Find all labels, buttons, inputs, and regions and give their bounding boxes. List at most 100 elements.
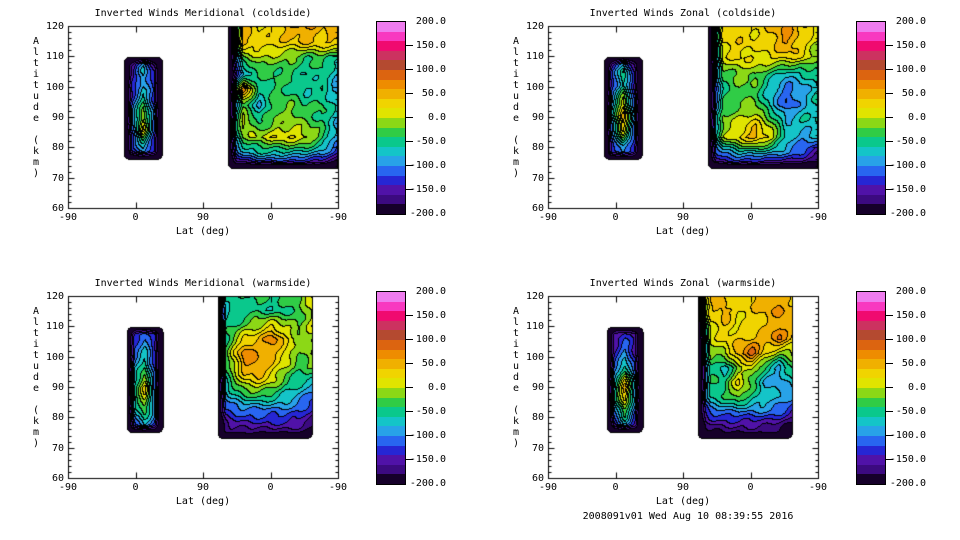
y-axis-label-char: i (512, 339, 520, 350)
colorbar-tick-label: 150.0 (895, 310, 926, 321)
y-axis-label-char: l (32, 317, 40, 328)
colorbar-band (377, 22, 405, 32)
colorbar-tick (406, 189, 413, 190)
colorbar-tick-label: 50.0 (421, 88, 446, 99)
colorbar-band (857, 349, 885, 360)
colorbar-band (377, 320, 405, 331)
y-tick-label: 100 (45, 81, 64, 93)
y-axis-label-char: d (512, 102, 520, 113)
y-axis-label-char: e (32, 113, 40, 124)
colorbar-tick-label: 50.0 (421, 358, 446, 369)
x-tick-label: 0 (132, 212, 139, 223)
colorbar-tick (406, 435, 413, 436)
x-tick-label: -90 (58, 212, 78, 223)
x-tick-label: -90 (328, 212, 348, 223)
y-axis-label-char: d (32, 372, 40, 383)
y-tick-label: 100 (525, 81, 544, 93)
y-axis-label-char: A (32, 36, 40, 47)
y-axis-label-char: k (32, 416, 40, 427)
x-tick-label: -90 (58, 482, 78, 493)
colorbar-band (857, 474, 885, 484)
colorbar-band (857, 397, 885, 408)
y-axis-label-char: l (512, 317, 520, 328)
colorbar-band (857, 292, 885, 302)
y-tick-label: 70 (51, 442, 64, 454)
colorbar-band (377, 127, 405, 138)
colorbar-band (377, 474, 405, 484)
x-axis-label: Lat (deg) (175, 496, 231, 507)
y-axis-label-char: e (512, 113, 520, 124)
colorbar (376, 21, 406, 215)
colorbar-tick-label: -200.0 (889, 208, 926, 219)
colorbar-tick (406, 117, 413, 118)
colorbar-band (857, 108, 885, 118)
colorbar-band (857, 175, 885, 186)
colorbar-tick-label: 200.0 (895, 16, 926, 27)
colorbar-tick-label: 0.0 (427, 112, 446, 123)
colorbar-band (377, 464, 405, 475)
y-axis-label-char: ( (512, 135, 520, 146)
y-axis-label-char: ( (32, 405, 40, 416)
x-tick-label: -90 (328, 482, 348, 493)
colorbar-tick-label: 0.0 (427, 382, 446, 393)
colorbar-tick-label: -50.0 (415, 136, 446, 147)
colorbar-band (377, 378, 405, 388)
colorbar-tick-label: -100.0 (889, 160, 926, 171)
colorbar-tick-label: 200.0 (415, 286, 446, 297)
colorbar-tick-label: 100.0 (415, 64, 446, 75)
y-tick-label: 80 (531, 412, 544, 424)
y-axis-label-char: m (512, 427, 520, 438)
x-tick-label: 0 (747, 482, 754, 493)
colorbar-band (857, 426, 885, 436)
y-axis-label-char: i (32, 69, 40, 80)
colorbar-band (377, 175, 405, 186)
y-tick-label: 60 (51, 473, 64, 484)
y-tick-label: 120 (525, 21, 544, 32)
y-axis-label-char: ) (32, 168, 40, 179)
y-tick-label: 110 (525, 321, 544, 333)
y-tick-label: 90 (531, 382, 544, 393)
y-tick-label: 80 (51, 142, 64, 154)
y-axis-label-char: l (32, 47, 40, 58)
colorbar-band (857, 387, 885, 398)
colorbar-band (377, 359, 405, 369)
y-axis-label-char: t (512, 58, 520, 69)
y-tick-label: 100 (525, 351, 544, 363)
colorbar-bands (857, 22, 885, 214)
colorbar-band (857, 445, 885, 456)
colorbar-tick (406, 387, 413, 388)
x-tick-label: 90 (196, 212, 210, 223)
colorbar-band (857, 378, 885, 388)
colorbar-tick-label: 150.0 (415, 310, 446, 321)
y-tick-label: 90 (51, 382, 64, 393)
colorbar-band (857, 320, 885, 331)
colorbar-band (377, 397, 405, 408)
y-tick-label: 120 (45, 291, 64, 302)
y-axis-label-char: ) (512, 168, 520, 179)
colorbar-band (377, 50, 405, 61)
y-axis-label-char: e (32, 383, 40, 394)
y-axis-label-char: m (32, 157, 40, 168)
y-axis-label-char: k (512, 146, 520, 157)
plot-title: Inverted Winds Zonal (coldside) (589, 8, 777, 19)
colorbar-band (857, 416, 885, 427)
colorbar-band (377, 426, 405, 436)
colorbar-tick-label: -150.0 (889, 454, 926, 465)
x-tick-label: -90 (808, 482, 828, 493)
colorbar-tick (886, 363, 893, 364)
colorbar-band (377, 416, 405, 427)
colorbar-band (377, 387, 405, 398)
y-axis-label-char: l (512, 47, 520, 58)
colorbar-tick-label: 0.0 (907, 112, 926, 123)
colorbar-tick-label: 50.0 (901, 358, 926, 369)
colorbar-tick-label: -150.0 (409, 454, 446, 465)
colorbar-band (857, 89, 885, 99)
colorbar-tick (886, 315, 893, 316)
y-tick-label: 100 (45, 351, 64, 363)
y-tick-label: 60 (531, 473, 544, 484)
colorbar-band (857, 146, 885, 157)
colorbar-band (377, 41, 405, 51)
colorbar-band (857, 117, 885, 128)
colorbar-bands (377, 22, 405, 214)
colorbar-tick-label: -200.0 (889, 478, 926, 489)
